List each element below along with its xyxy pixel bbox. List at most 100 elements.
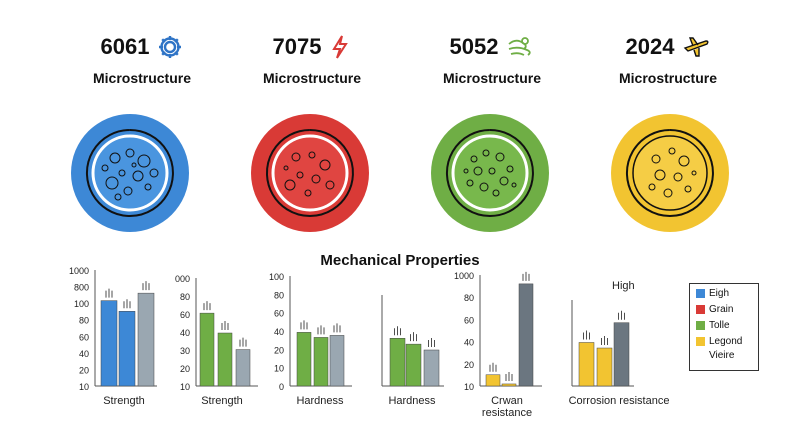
tick-label: 80 — [464, 293, 474, 303]
section-title: Mechanical Properties — [320, 252, 480, 269]
bar-arrow-icon — [300, 320, 308, 330]
tick-label: 60 — [79, 332, 89, 342]
alloy-subtitle: Microstructure — [618, 70, 718, 86]
tick-label: 20 — [180, 364, 190, 374]
tick-label: 100 — [269, 272, 284, 282]
tick-label: 80 — [79, 316, 89, 326]
bar-arrow-icon — [239, 337, 247, 347]
microstructure-7075 — [251, 114, 369, 232]
legend: Eigh Grain Tolle Legond Vieire — [689, 283, 759, 371]
bar — [235, 349, 251, 387]
tick-label: 40 — [464, 338, 474, 348]
bar — [501, 383, 517, 387]
microstructure-6061 — [71, 114, 189, 232]
bar-arrow-icon — [203, 301, 211, 311]
tick-label: 60 — [274, 309, 284, 319]
bar — [313, 337, 329, 387]
legend-item: Tolle — [696, 318, 758, 332]
legend-swatch — [696, 304, 705, 314]
tick-label: 40 — [274, 327, 284, 337]
legend-swatch — [696, 288, 705, 298]
alloy-name: 6061 — [100, 34, 150, 59]
legend-item: Eigh — [696, 286, 758, 300]
alloy-name: 7075 — [272, 34, 322, 59]
bar-annotation: High — [612, 280, 635, 292]
tick-label: 40 — [180, 328, 190, 338]
alloy-subtitle: Microstructure — [262, 70, 362, 86]
bar — [596, 347, 613, 387]
alloy-name: 2024 — [625, 34, 675, 59]
bar-arrow-icon — [410, 332, 417, 342]
bar — [485, 374, 501, 387]
tick-label: 20 — [79, 365, 89, 375]
bar — [137, 292, 155, 387]
alloy-7075: 7075 Microstructure — [222, 30, 402, 86]
tick-label: 800 — [74, 283, 89, 293]
x-axis-label: Hardness — [296, 395, 344, 407]
alloy-subtitle: Microstructure — [442, 70, 542, 86]
legend-item: Legond — [696, 334, 758, 348]
legend-label: Eigh — [709, 287, 730, 299]
tick-label: 40 — [79, 349, 89, 359]
tick-label: 1000 — [454, 271, 474, 281]
x-axis-label: resistance — [482, 407, 532, 419]
alloy-6061: 6061 Microstructure — [52, 30, 232, 86]
bar — [329, 335, 345, 387]
legend-label: Tolle — [709, 319, 730, 331]
legend-label: Legond — [709, 335, 743, 347]
bar — [118, 311, 136, 387]
bar — [389, 338, 406, 387]
bar-arrow-icon — [522, 271, 530, 281]
x-axis-label: Strength — [201, 395, 243, 407]
bar-arrow-icon — [394, 326, 401, 336]
alloy-name: 5052 — [449, 34, 499, 59]
alloy-2024: 2024 Microstructure — [578, 30, 758, 86]
x-axis-label: Strength — [103, 395, 145, 407]
legend-swatch — [696, 336, 705, 346]
bar — [405, 343, 422, 387]
x-axis-label: Hardness — [388, 395, 436, 407]
tick-label: 80 — [274, 290, 284, 300]
bar-arrow-icon — [142, 281, 150, 291]
legend-label: Grain — [709, 303, 734, 315]
tick-label: 20 — [274, 345, 284, 355]
tick-label: 10 — [274, 364, 284, 374]
tick-label: 20 — [464, 360, 474, 370]
bar-arrow-icon — [317, 325, 325, 335]
bar — [518, 283, 534, 387]
bar — [100, 300, 118, 387]
airplane-icon — [684, 37, 709, 57]
tick-label: 60 — [464, 315, 474, 325]
bar — [423, 349, 440, 387]
tick-label: 10 — [464, 382, 474, 392]
bar-arrow-icon — [505, 371, 513, 381]
legend-extra: Vieire — [709, 350, 735, 361]
bar-arrow-icon — [123, 299, 131, 309]
tick-label: 10 — [79, 382, 89, 392]
x-axis-label: Crwan — [491, 395, 523, 407]
tick-label: 30 — [180, 346, 190, 356]
bar — [613, 322, 630, 387]
legend-item: Grain — [696, 302, 758, 316]
alloy-subtitle: Microstructure — [92, 70, 192, 86]
bar-arrow-icon — [601, 336, 608, 346]
bar-arrow-icon — [583, 330, 590, 340]
bar-arrow-icon — [489, 362, 497, 372]
tick-label: 100 — [74, 299, 89, 309]
alloy-5052: 5052 Microstructure — [402, 30, 582, 86]
tick-label: 10 — [180, 382, 190, 392]
bar-arrow-icon — [105, 288, 113, 298]
legend-swatch — [696, 320, 705, 330]
x-axis-label: Corrosion resistance — [569, 395, 670, 407]
bar-arrow-icon — [428, 338, 435, 347]
bar-arrow-icon — [221, 321, 229, 331]
gear-icon — [159, 36, 182, 58]
lightning-icon — [332, 35, 349, 59]
bar — [578, 342, 595, 387]
wind-icon — [508, 37, 532, 56]
microstructure-2024 — [611, 114, 729, 232]
bar — [217, 332, 233, 387]
bar — [296, 332, 312, 387]
bar-arrow-icon — [333, 323, 341, 333]
